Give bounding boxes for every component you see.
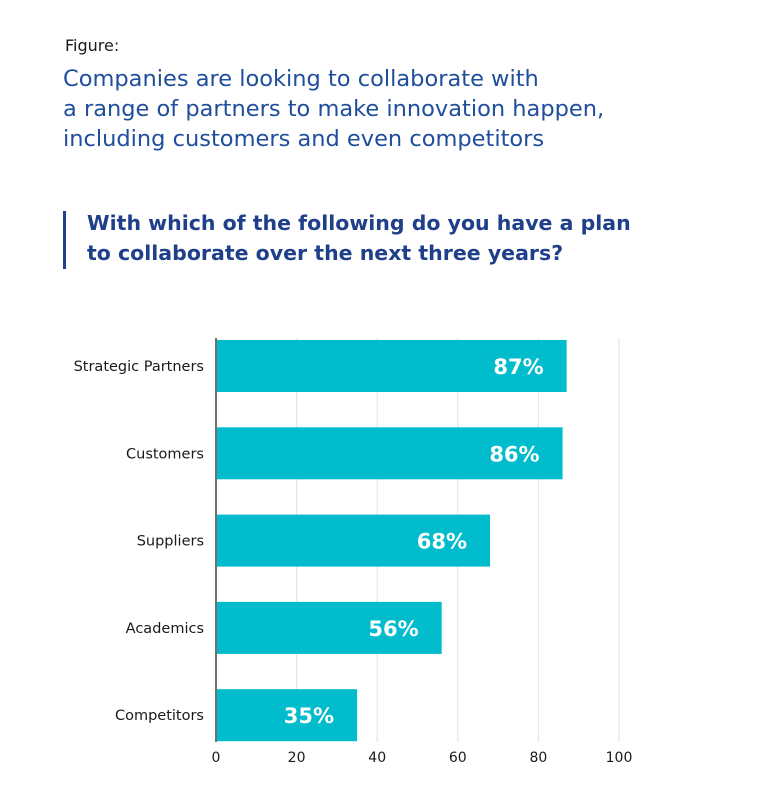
x-tick-label: 80 [529, 750, 547, 766]
category-label: Suppliers [137, 534, 204, 550]
bar [217, 514, 491, 567]
question-line: With which of the following do you have … [87, 211, 631, 235]
survey-question: With which of the following do you have … [87, 208, 727, 268]
category-label: Competitors [115, 708, 204, 724]
question-accent-bar [63, 211, 66, 269]
headline-line: including customers and even competitors [63, 126, 545, 152]
axes: Strategic Partners Customers Suppliers Acad… [74, 338, 633, 766]
category-label: Customers [126, 446, 204, 462]
bar-value-label: 68% [417, 530, 467, 554]
bar-value-label: 87% [493, 355, 543, 379]
chart-headline: Companies are looking to collaborate wit… [63, 64, 723, 154]
bar [217, 689, 358, 742]
category-label: Strategic Partners [74, 359, 204, 375]
bar [217, 427, 563, 480]
bar [217, 601, 442, 654]
x-tick-label: 100 [606, 750, 633, 766]
figure-label: Figure: [65, 36, 120, 55]
bar-value-label: 56% [368, 617, 418, 641]
bars: 87% 86% 68% 56% 35% [217, 340, 567, 742]
bar [217, 340, 567, 392]
x-tick-label: 40 [368, 750, 386, 766]
headline-line: a range of partners to make innovation h… [63, 96, 605, 122]
x-tick-label: 0 [212, 750, 221, 766]
question-line: to collaborate over the next three years… [87, 241, 564, 265]
bar-value-label: 86% [489, 442, 539, 466]
x-tick-label: 20 [288, 750, 306, 766]
x-tick-label: 60 [449, 750, 467, 766]
bar-value-label: 35% [284, 704, 334, 728]
category-label: Academics [126, 621, 204, 637]
headline-line: Companies are looking to collaborate wit… [63, 66, 539, 92]
